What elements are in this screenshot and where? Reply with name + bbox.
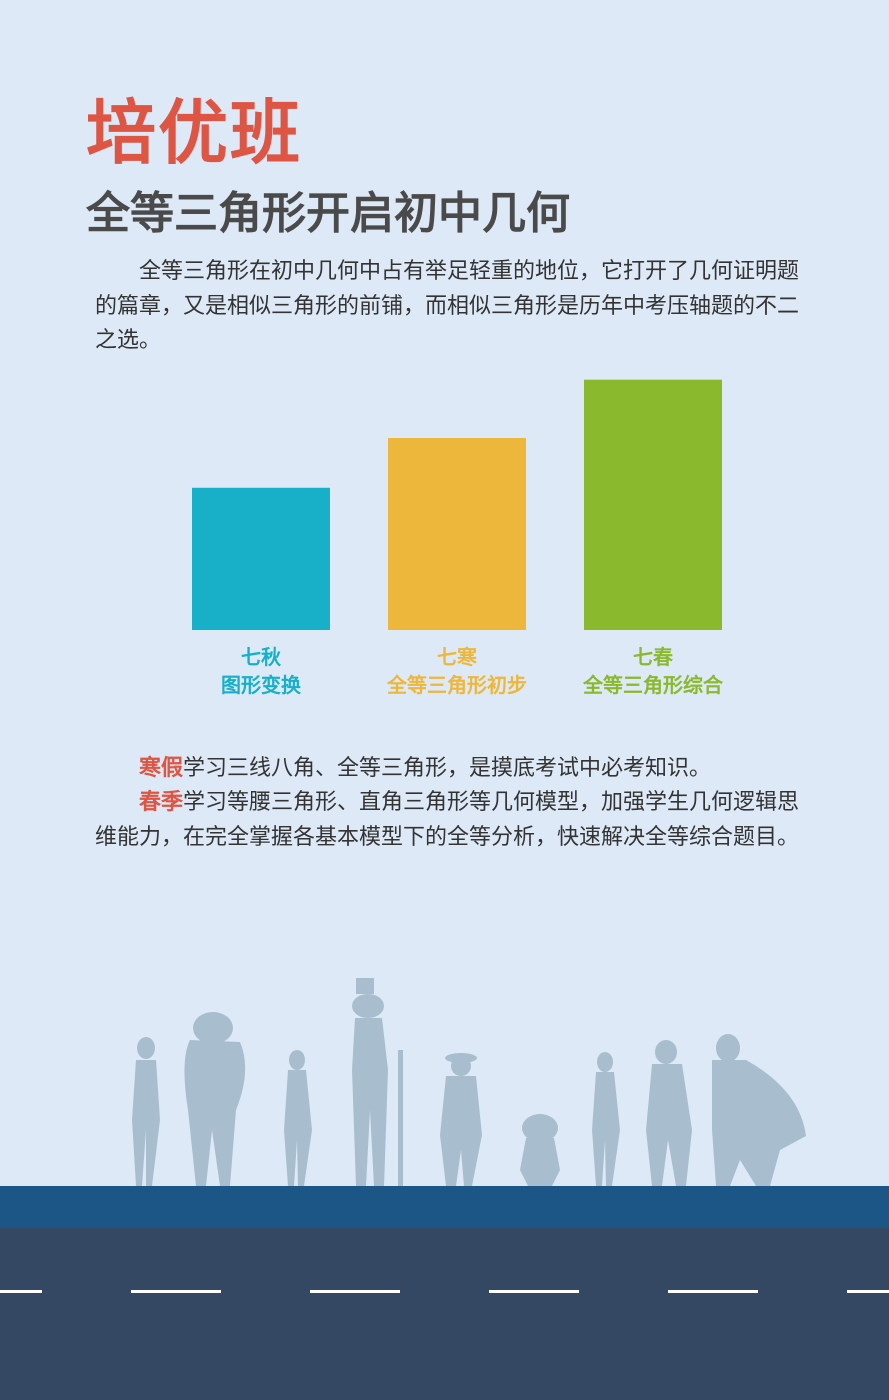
bar-1 xyxy=(192,487,330,630)
intro-paragraph: 全等三角形在初中几何中占有举足轻重的地位，它打开了几何证明题的篇章，又是相似三角… xyxy=(95,255,811,359)
road-dash xyxy=(131,1290,221,1293)
spring-highlight: 春季 xyxy=(139,790,184,815)
bar-2 xyxy=(388,438,526,630)
bar-term-label: 七春 xyxy=(633,645,674,669)
road-dash xyxy=(0,1290,42,1293)
bar-topic-label: 全等三角形综合 xyxy=(582,673,724,697)
page-subtitle: 全等三角形开启初中几何 xyxy=(86,188,570,239)
road-dash xyxy=(668,1290,758,1293)
spring-text: 学习等腰三角形、直角三角形等几何模型，加强学生几何逻辑思维能力，在完全掌握各基本… xyxy=(95,790,800,850)
road-dash xyxy=(847,1290,889,1293)
bar-topic-label: 图形变换 xyxy=(221,673,302,697)
intro-text: 全等三角形在初中几何中占有举足轻重的地位，它打开了几何证明题的篇章，又是相似三角… xyxy=(95,259,800,353)
road-edge xyxy=(0,1186,889,1228)
bar-term-label: 七秋 xyxy=(241,645,282,669)
road-dash xyxy=(310,1290,400,1293)
road xyxy=(0,1228,889,1400)
character-silhouettes xyxy=(132,978,806,1186)
bar-term-label: 七寒 xyxy=(437,645,478,669)
spring-note: 春季学习等腰三角形、直角三角形等几何模型，加强学生几何逻辑思维能力，在完全掌握各… xyxy=(95,786,811,855)
bar-topic-label: 全等三角形初步 xyxy=(386,673,527,697)
winter-note: 寒假学习三线八角、全等三角形，是摸底考试中必考知识。 xyxy=(95,752,811,787)
bar-3 xyxy=(584,379,722,630)
winter-highlight: 寒假 xyxy=(139,756,184,781)
page-title: 培优班 xyxy=(86,92,302,174)
road-dash xyxy=(489,1290,579,1293)
winter-text: 学习三线八角、全等三角形，是摸底考试中必考知识。 xyxy=(183,756,712,781)
